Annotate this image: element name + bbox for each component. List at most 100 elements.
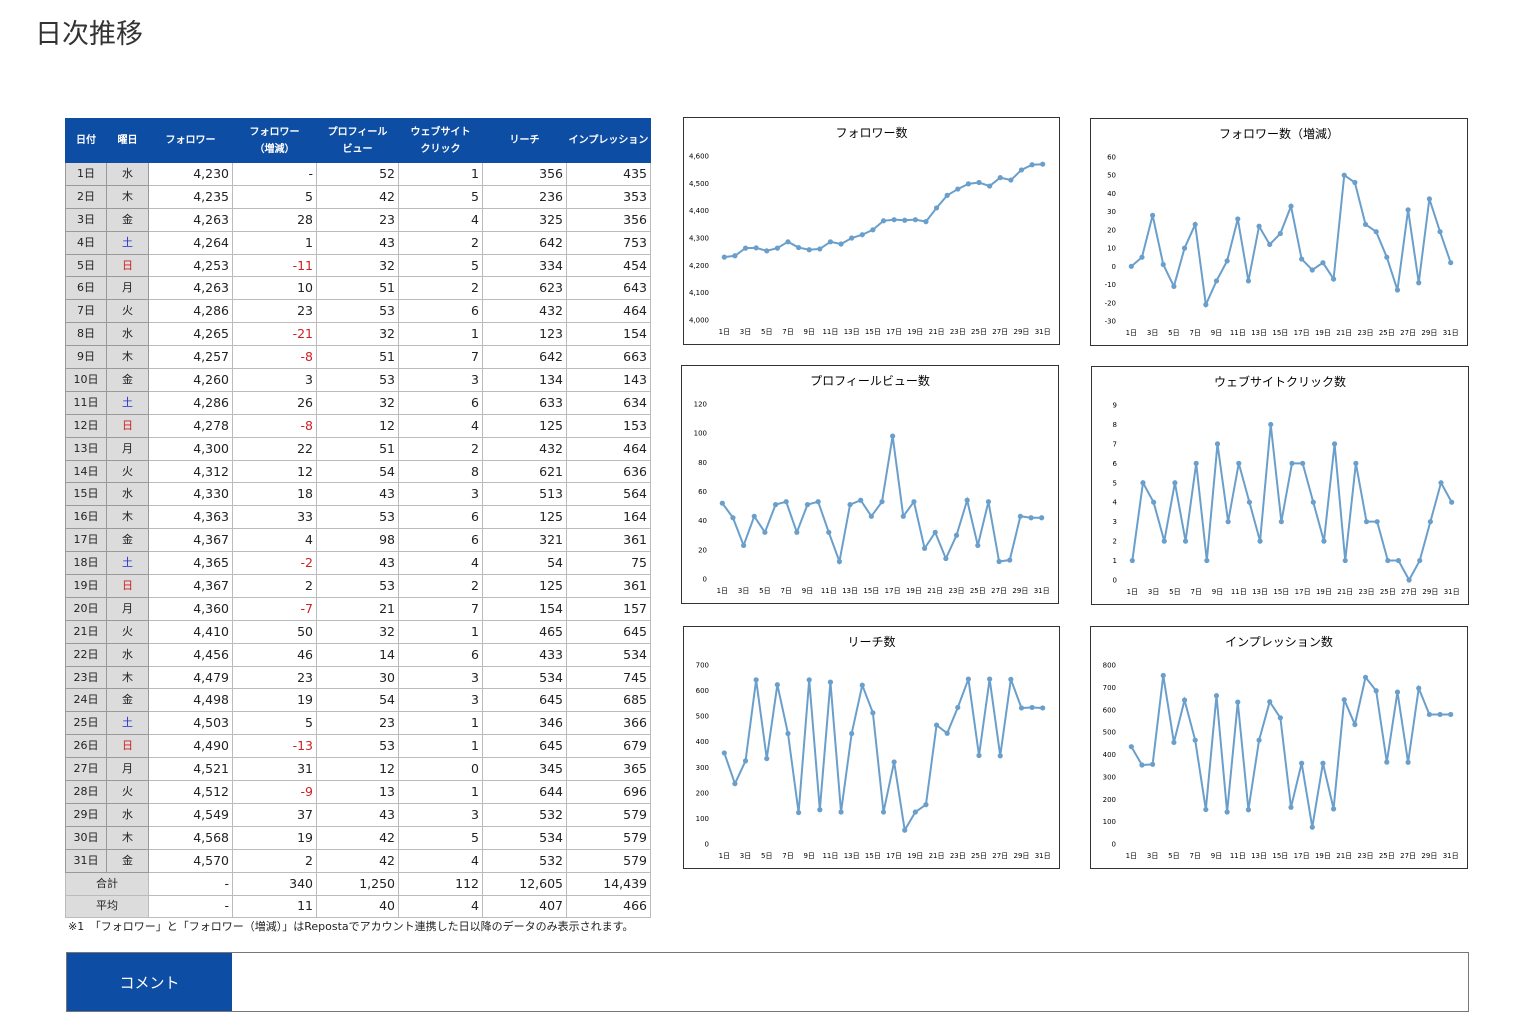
table-cell: 353 [566,184,651,209]
table-row: 8日水 4,265 -21 32 1 123 154 [65,322,651,347]
marker [1331,441,1338,447]
marker [836,558,843,565]
marker [1289,460,1295,466]
footer-cell: 407 [482,894,567,919]
y-tick-label: 7 [1113,440,1117,448]
table-cell: 4,263 [148,276,233,301]
x-tick-label: 7日 [1189,329,1200,337]
y-tick-label: 400 [696,738,709,746]
x-tick-label: 9日 [803,328,814,336]
table-cell: 金 [106,688,149,713]
marker [1140,480,1146,486]
table-cell: 4,363 [148,505,233,530]
table-cell: 3 [232,368,317,392]
table-cell: 30日 [65,825,107,850]
x-tick-label: 15日 [865,852,881,860]
chart-frame [683,626,1060,869]
table-cell: 532 [482,802,567,827]
marker [1172,480,1178,486]
table-cell: - [232,162,317,186]
x-tick-label: 9日 [1211,852,1222,860]
table-row: 15日水 4,330 18 43 3 513 564 [65,482,651,507]
x-tick-label: 11日 [822,852,838,860]
header-cell: リーチ [482,118,567,163]
line [1130,675,1451,828]
table-cell: 23 [316,711,399,736]
table-cell: 4,265 [148,322,233,347]
marker [817,807,823,813]
marker [826,529,832,535]
table-cell: 木 [106,184,149,209]
chart-frame [1090,118,1468,346]
table-cell: -2 [232,551,317,576]
table-cell: 4 [398,848,483,873]
table-cell: 642 [482,230,567,255]
table-cell: 32 [316,619,399,644]
table-cell: 464 [566,436,651,461]
x-tick-label: 15日 [865,328,881,336]
marker [764,755,770,762]
marker [1151,499,1157,505]
table-cell: 32 [316,322,399,347]
chart-frame [1091,366,1469,605]
marker [1395,557,1402,564]
marker [1320,760,1326,766]
x-tick-label: 13日 [844,328,860,336]
table-cell: 43 [316,802,399,827]
marker [1039,515,1045,521]
marker [890,433,896,439]
table-cell: -11 [232,253,317,278]
marker [1300,460,1306,466]
marker [1245,278,1252,284]
table-cell: 4,264 [148,230,233,255]
marker [870,710,876,716]
marker [1214,441,1221,447]
table-cell: 4,490 [148,734,233,759]
x-tick-label: 5日 [1168,329,1179,337]
x-tick-label: 1日 [719,852,730,860]
table-cell: 11日 [65,390,107,415]
table-cell: 54 [482,551,567,576]
marker [1394,689,1401,695]
marker [1373,688,1379,694]
table-cell: 土 [106,551,149,576]
table-cell: 32 [316,253,399,278]
marker [870,227,876,233]
table-cell: 134 [482,368,567,392]
y-tick-label: 600 [1103,706,1116,714]
table-cell: 125 [482,505,567,530]
table-row: 3日金 4,263 28 23 4 325 356 [65,207,651,232]
table-cell: 8 [398,459,483,484]
table-cell: 17日 [65,528,107,553]
header-cell: ウェブサイト クリック [398,118,483,163]
x-tick-label: 27日 [992,852,1008,860]
table-cell: 5 [232,711,317,736]
x-tick-label: 3日 [740,852,751,860]
marker [762,529,768,535]
table-cell: 火 [106,780,149,804]
x-tick-label: 27日 [1401,588,1417,596]
table-row: 17日金 4,367 4 98 6 321 361 [65,528,651,553]
marker [1018,167,1025,173]
marker [827,679,834,685]
table-row: 29日水 4,549 37 43 3 532 579 [65,802,651,827]
x-tick-label: 15日 [863,587,879,595]
marker [1193,460,1199,466]
table-row: 1日水 4,230-52 1 356 435 [65,162,651,186]
table-cell: 33 [232,505,317,530]
chart-title: プロフィールビュー数 [810,373,930,388]
marker [1203,806,1209,813]
chart-title: ウェブサイトクリック数 [1214,374,1346,389]
x-tick-label: 25日 [971,852,987,860]
marker [1427,519,1433,525]
x-tick-label: 13日 [844,852,860,860]
table-cell: 125 [482,413,567,438]
table-cell: 4,253 [148,253,233,278]
marker [1267,699,1273,705]
marker [912,809,918,815]
marker [1405,207,1411,213]
footer-row: 平均 -11 40 4 407 466 [65,894,651,919]
table-cell: 23 [232,299,317,324]
chart-frame [1090,626,1468,869]
marker [1267,241,1273,248]
